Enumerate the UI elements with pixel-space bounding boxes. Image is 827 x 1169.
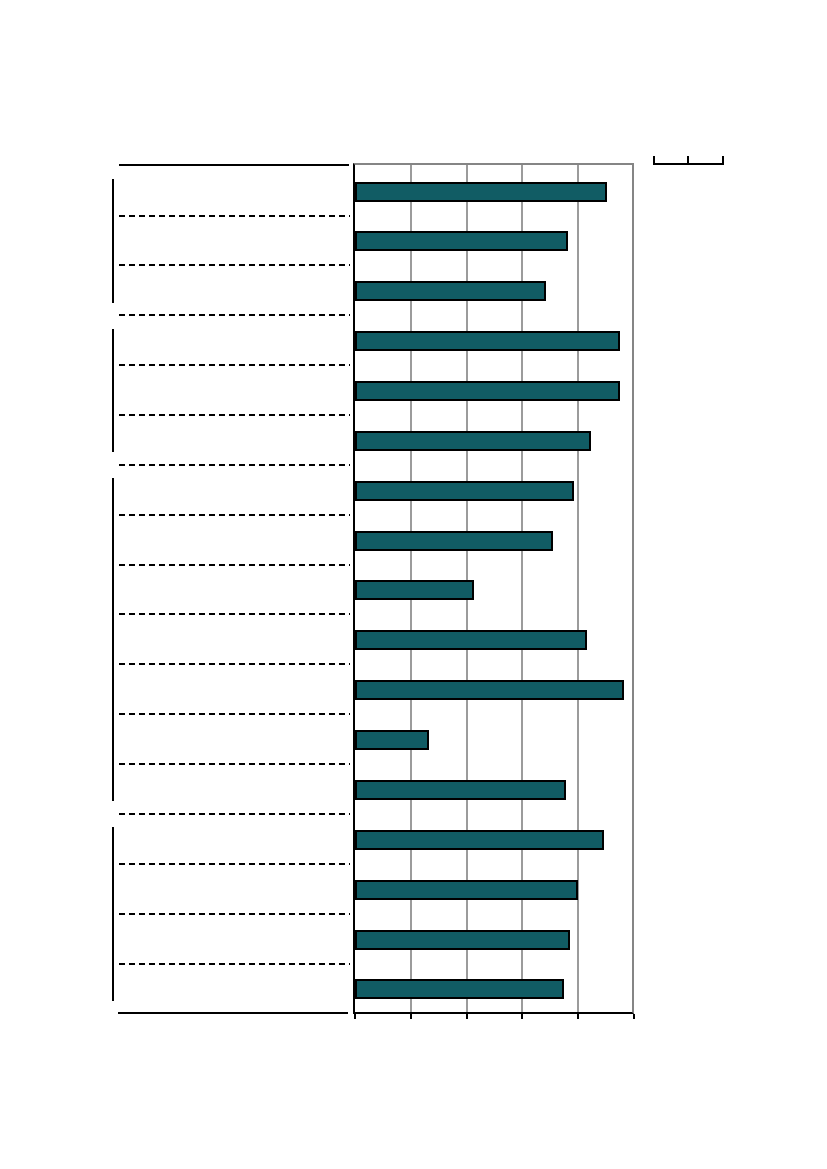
x-axis-tick — [521, 1014, 524, 1019]
x-axis-tick — [465, 1014, 468, 1019]
group-bracket-1 — [112, 179, 114, 303]
plot-inner — [355, 165, 632, 1012]
bar-row-12 — [355, 730, 429, 751]
row-separator — [119, 862, 350, 865]
group-bracket-3 — [112, 478, 114, 802]
bar-row-1 — [355, 181, 608, 202]
row-separator — [119, 613, 350, 616]
label-area-bottom-rule — [118, 1012, 348, 1014]
bar-row-10 — [355, 630, 587, 651]
row-separator — [119, 962, 350, 965]
row-separator — [119, 812, 350, 815]
row-separator — [119, 563, 350, 566]
row-separator — [119, 912, 350, 915]
bar-row-2 — [355, 231, 568, 252]
bar-row-8 — [355, 530, 554, 551]
scale-ruler-tick — [687, 156, 689, 165]
gridline — [521, 165, 524, 1012]
gridline — [577, 165, 580, 1012]
bar-row-14 — [355, 829, 605, 850]
row-separator — [119, 364, 350, 367]
x-axis-tick — [354, 1014, 356, 1019]
row-separator — [119, 463, 350, 466]
bar-row-5 — [355, 380, 621, 401]
x-axis-tick — [409, 1014, 412, 1019]
row-separator — [119, 264, 350, 267]
bar-row-17 — [355, 979, 565, 1000]
row-separator — [119, 763, 350, 766]
scale-ruler-tick — [653, 156, 655, 165]
group-bracket-2 — [112, 328, 114, 453]
x-axis-tick — [633, 1014, 635, 1019]
bar-row-13 — [355, 779, 566, 800]
row-separator — [119, 513, 350, 516]
bar-row-4 — [355, 331, 621, 352]
bar-row-7 — [355, 480, 574, 501]
label-area-top-rule — [119, 164, 349, 166]
plot-area — [353, 163, 634, 1014]
bar-row-9 — [355, 580, 475, 601]
x-axis-tick — [577, 1014, 580, 1019]
row-separator — [119, 663, 350, 666]
row-separator — [119, 713, 350, 716]
bar-row-6 — [355, 430, 591, 451]
bar-row-11 — [355, 680, 624, 701]
row-separator — [119, 314, 350, 317]
bar-row-16 — [355, 929, 570, 950]
group-bracket-4 — [112, 827, 114, 1001]
scale-ruler-tick — [722, 156, 724, 165]
bar-row-3 — [355, 281, 546, 302]
row-separator — [119, 413, 350, 416]
bar-row-15 — [355, 879, 578, 900]
row-separator — [119, 214, 350, 217]
